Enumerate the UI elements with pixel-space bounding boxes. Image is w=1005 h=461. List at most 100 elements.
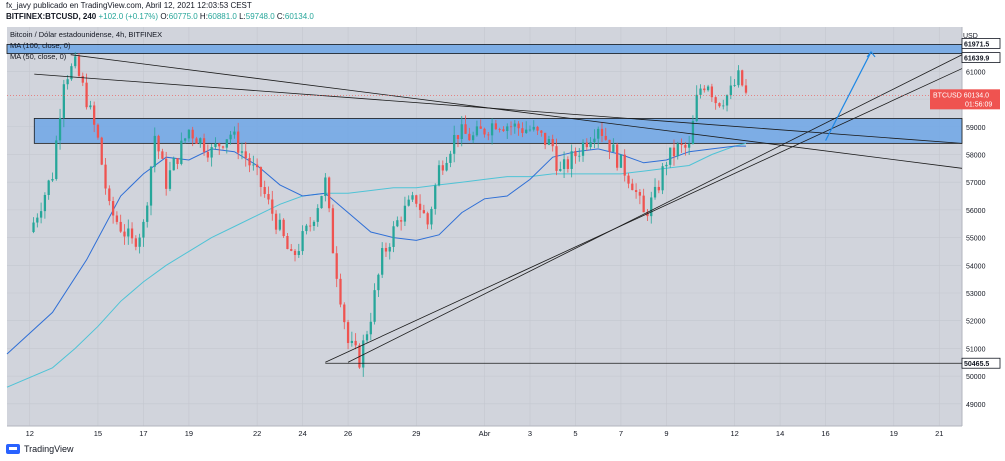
candle-body	[51, 178, 54, 181]
candle-body	[725, 95, 729, 106]
candle-body	[729, 85, 732, 96]
candle-body	[593, 138, 596, 143]
candle-body	[77, 56, 81, 76]
candle-body	[456, 134, 460, 140]
time-tick: 14	[776, 429, 784, 438]
candle-body	[441, 165, 444, 171]
candle-body	[661, 166, 664, 191]
candle-body	[320, 196, 323, 209]
candle-body	[490, 123, 494, 136]
candle-body	[555, 146, 558, 171]
candle-body	[547, 139, 551, 145]
candle-body	[460, 124, 463, 140]
candle-body	[165, 158, 168, 189]
candle-body	[290, 249, 293, 251]
candle-body	[619, 154, 623, 168]
candle-body	[388, 246, 391, 252]
candle-body	[415, 195, 418, 204]
price-tick: 53000	[966, 291, 986, 298]
candle-body	[562, 159, 566, 170]
close-label: C:	[276, 12, 285, 21]
candle-body	[536, 126, 539, 131]
candle-body	[108, 188, 111, 202]
candle-body	[703, 88, 706, 91]
price-label-text: 50465.5	[964, 361, 989, 368]
candle-body	[528, 129, 532, 131]
close-value: 60134.0	[284, 12, 314, 21]
legend-ma100: MA (100, close, 0)	[10, 41, 71, 50]
candle-body	[377, 274, 380, 291]
candle-body	[89, 105, 92, 108]
candle-body	[172, 158, 175, 171]
candle-body	[399, 220, 403, 222]
candle-body	[600, 128, 604, 136]
candle-body	[309, 225, 312, 227]
candle-body	[274, 213, 278, 230]
candle-body	[146, 205, 149, 222]
candle-body	[161, 151, 164, 159]
candle-body	[612, 144, 615, 152]
candle-body	[494, 123, 498, 130]
candle-body	[407, 199, 410, 206]
candle-body	[199, 138, 202, 144]
zone-box	[33, 118, 963, 144]
candle-body	[62, 84, 65, 118]
candle-body	[267, 194, 270, 200]
candle-body	[509, 126, 513, 128]
candle-body	[282, 219, 285, 236]
candle-body	[449, 153, 452, 163]
candle-body	[517, 123, 520, 129]
candle-body	[578, 155, 581, 157]
candle-body	[123, 231, 126, 237]
candle-body	[646, 212, 649, 217]
candle-body	[513, 123, 516, 127]
candle-body	[96, 124, 100, 138]
candle-body	[157, 135, 160, 152]
candle-body	[327, 177, 331, 209]
price-tick: 54000	[966, 263, 986, 270]
currency-label: USD	[963, 33, 978, 40]
legend: Bitcoin / Dólar estadounidense, 4h, BITF…	[10, 30, 162, 61]
candle-body	[187, 129, 191, 139]
open-label: O:	[160, 12, 169, 21]
candle-body	[623, 154, 626, 176]
candle-body	[70, 66, 73, 80]
candle-body	[695, 94, 698, 122]
time-tick: 5	[573, 429, 577, 438]
time-tick: 16	[821, 429, 829, 438]
candle-body	[483, 128, 486, 135]
candle-body	[47, 180, 50, 195]
time-tick: 21	[935, 429, 943, 438]
price-tick: 52000	[966, 319, 986, 326]
candle-body	[202, 138, 206, 152]
candle-body	[471, 135, 475, 141]
candle-body	[422, 210, 426, 214]
candle-body	[244, 151, 247, 159]
candle-body	[115, 215, 119, 222]
candle-body	[93, 105, 96, 125]
candle-body	[502, 129, 505, 132]
candle-body	[130, 228, 134, 239]
price-label-text: 61971.5	[964, 41, 989, 48]
arrow-head-icon	[866, 50, 876, 58]
candle-body	[445, 162, 448, 171]
candle-body	[362, 340, 365, 368]
price-tick: 57000	[966, 180, 986, 187]
candle-body	[597, 128, 600, 139]
candle-body	[464, 124, 467, 134]
candle-body	[384, 248, 388, 252]
candles	[32, 52, 748, 377]
candle-body	[210, 147, 213, 158]
candle-body	[688, 144, 691, 148]
time-tick: 12	[26, 429, 34, 438]
candle-body	[180, 140, 183, 164]
candle-body	[233, 131, 236, 135]
candle-body	[718, 103, 721, 107]
candle-body	[278, 219, 281, 230]
candle-body	[498, 129, 501, 130]
time-tick: 9	[664, 429, 668, 438]
candle-body	[263, 187, 266, 195]
moving-averages	[6, 142, 747, 388]
price-tick: 55000	[966, 236, 986, 243]
